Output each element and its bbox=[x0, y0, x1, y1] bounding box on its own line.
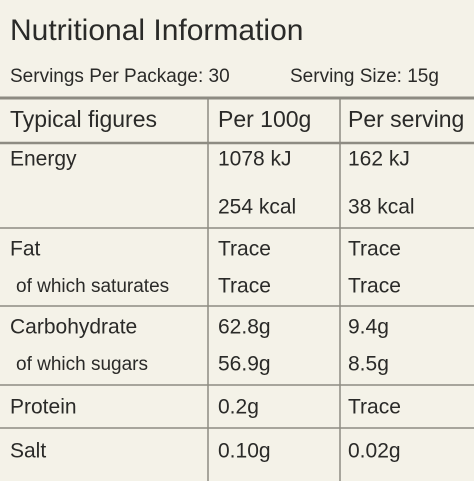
row-label: of which sugars bbox=[16, 354, 148, 375]
cell: 38 kcal bbox=[348, 196, 415, 219]
cell: 0.02g bbox=[348, 440, 401, 463]
cell: 0.2g bbox=[218, 396, 259, 419]
servings: Servings Per Package: 30 bbox=[10, 66, 230, 87]
row-label: Energy bbox=[10, 148, 77, 171]
cell: Trace bbox=[348, 238, 401, 261]
row-label: Protein bbox=[10, 396, 77, 419]
cell: 254 kcal bbox=[218, 196, 296, 219]
column-header: Per 100g bbox=[218, 106, 311, 132]
cell: 62.8g bbox=[218, 316, 271, 339]
row-label: Salt bbox=[10, 440, 46, 463]
cell: 8.5g bbox=[348, 353, 389, 376]
cell: 1078 kJ bbox=[218, 148, 292, 171]
title: Nutritional Information bbox=[10, 14, 303, 47]
row-label: of which saturates bbox=[16, 276, 169, 297]
column-header: Typical figures bbox=[10, 106, 157, 132]
column-header: Per serving bbox=[348, 106, 464, 132]
cell: Trace bbox=[218, 275, 271, 298]
cell: Trace bbox=[348, 275, 401, 298]
cell: Trace bbox=[348, 396, 401, 419]
row-label: Carbohydrate bbox=[10, 316, 137, 339]
cell: Trace bbox=[218, 238, 271, 261]
cell: 56.9g bbox=[218, 353, 271, 376]
serving-size: Serving Size: 15g bbox=[290, 66, 439, 87]
row-label: Fat bbox=[10, 238, 41, 261]
cell: 9.4g bbox=[348, 316, 389, 339]
cell: 0.10g bbox=[218, 440, 271, 463]
cell: 162 kJ bbox=[348, 148, 410, 171]
